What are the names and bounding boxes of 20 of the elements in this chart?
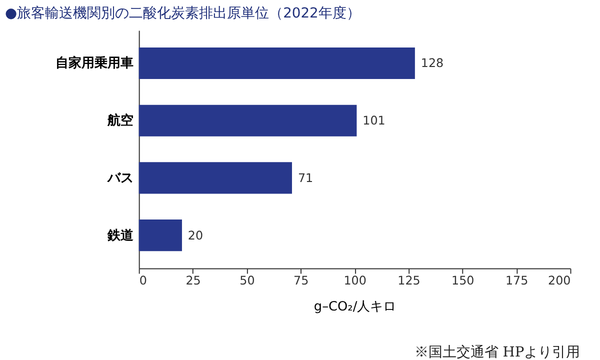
x-tick-label: 100 [344, 274, 366, 288]
data-label: 128 [420, 56, 444, 70]
x-tick-label: 0 [139, 274, 147, 288]
text: ※国土交通省 HPより引用 [414, 344, 580, 360]
data-label: 20 [188, 228, 204, 242]
chart-title: ●旅客輸送機関別の二酸化炭素排出原単位（2022年度） [4, 5, 360, 22]
y-tick-label: 鉄道 [106, 228, 134, 244]
data-label: 101 [362, 114, 386, 128]
x-tick-label: 25 [186, 274, 201, 288]
x-tick-label: 150 [452, 274, 474, 288]
x-axis-title: g–CO₂/人キロ [314, 299, 396, 314]
y-tick-label: 航空 [106, 112, 134, 129]
x-tick-label: 200 [548, 274, 571, 288]
x-tick-label: 50 [240, 274, 255, 288]
x-tick-label: 175 [505, 274, 528, 288]
data-label: 71 [298, 170, 314, 185]
y-tick-label: バス [106, 170, 134, 186]
x-tick-label: 75 [294, 274, 309, 288]
x-tick-label: 125 [398, 274, 420, 288]
y-tick-label: 自家用乗用車 [55, 55, 134, 72]
